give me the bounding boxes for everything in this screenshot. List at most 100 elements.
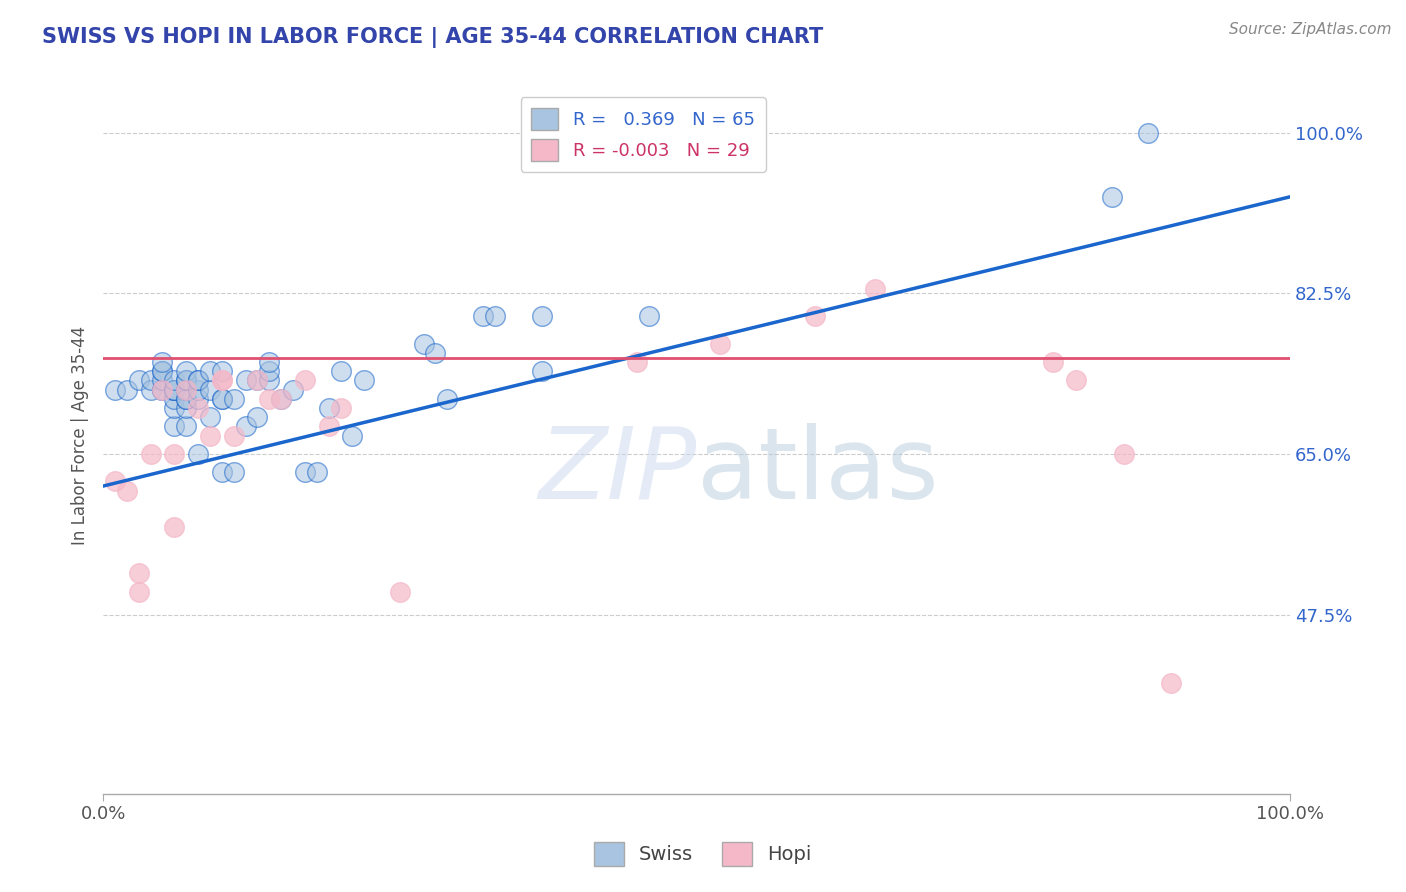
Point [235,419,257,434]
Text: Source: ZipAtlas.com: Source: ZipAtlas.com [1229,22,1392,37]
Point [163,383,186,397]
Point [198,364,221,378]
Point [1160,676,1182,690]
Point [152,364,174,378]
Point [139,383,162,397]
Point [863,282,886,296]
Point [174,392,197,406]
Point [1042,355,1064,369]
Point [1101,190,1123,204]
Point [270,392,292,406]
Point [104,475,127,489]
Point [174,383,197,397]
Point [163,520,186,534]
Point [388,584,411,599]
Point [709,336,731,351]
Point [342,428,364,442]
Point [804,309,827,323]
Point [281,383,304,397]
Point [211,374,233,388]
Point [163,374,186,388]
Point [353,374,375,388]
Point [174,374,197,388]
Point [163,383,186,397]
Point [174,392,197,406]
Text: SWISS VS HOPI IN LABOR FORCE | AGE 35-44 CORRELATION CHART: SWISS VS HOPI IN LABOR FORCE | AGE 35-44… [42,27,824,48]
Point [246,410,269,425]
Point [412,336,434,351]
Point [152,383,174,397]
Text: ZIP: ZIP [538,423,696,520]
Point [638,309,661,323]
Point [187,447,209,461]
Point [163,447,186,461]
Text: atlas: atlas [696,423,938,520]
Point [222,465,245,479]
Point [259,392,281,406]
Point [128,584,150,599]
Point [152,364,174,378]
Point [128,566,150,581]
Point [1066,374,1088,388]
Point [294,374,316,388]
Point [152,355,174,369]
Y-axis label: In Labor Force | Age 35-44: In Labor Force | Age 35-44 [72,326,89,545]
Point [211,364,233,378]
Point [211,392,233,406]
Point [174,401,197,415]
Point [246,374,269,388]
Point [211,392,233,406]
Point [139,374,162,388]
Point [187,383,209,397]
Point [211,465,233,479]
Point [318,401,340,415]
Point [174,383,197,397]
Point [259,374,281,388]
Point [152,383,174,397]
Point [425,346,447,360]
Point [305,465,328,479]
Point [531,364,554,378]
Point [163,401,186,415]
Point [484,309,506,323]
Point [294,465,316,479]
Point [152,374,174,388]
Point [329,364,352,378]
Point [626,355,648,369]
Point [436,392,458,406]
Point [270,392,292,406]
Point [104,383,127,397]
Point [115,483,138,498]
Point [1112,447,1135,461]
Point [187,374,209,388]
Point [222,392,245,406]
Point [174,364,197,378]
Point [259,364,281,378]
Point [128,374,150,388]
Point [152,383,174,397]
Point [198,428,221,442]
Point [174,374,197,388]
Point [163,392,186,406]
Point [222,428,245,442]
Point [187,392,209,406]
Point [259,355,281,369]
Point [211,374,233,388]
Point [318,419,340,434]
Point [187,401,209,415]
Point [1136,126,1159,140]
Legend: Swiss, Hopi: Swiss, Hopi [586,834,820,873]
Point [471,309,494,323]
Point [329,401,352,415]
Point [187,374,209,388]
Point [163,419,186,434]
Point [246,374,269,388]
Point [115,383,138,397]
Point [198,410,221,425]
Point [139,447,162,461]
Point [235,374,257,388]
Point [163,383,186,397]
Legend: R =   0.369   N = 65, R = -0.003   N = 29: R = 0.369 N = 65, R = -0.003 N = 29 [520,97,766,172]
Point [531,309,554,323]
Point [198,383,221,397]
